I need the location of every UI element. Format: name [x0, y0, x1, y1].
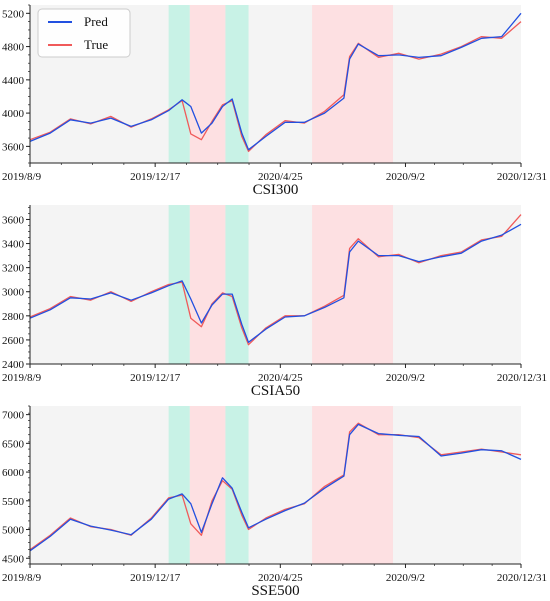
- panel-csi300: 3600 4000 4400 4800 5200 2019/8/9 2019/12/17 20…: [2, 4, 547, 198]
- sse500-y-tick-label: 5500: [2, 496, 25, 508]
- sse500-shaded-band-1: [168, 406, 190, 564]
- legend: Pred True: [37, 8, 131, 58]
- csia50-y-tick-label: 2400: [2, 359, 25, 371]
- csi300-x-tick-label: 2019/8/9: [2, 171, 42, 183]
- sse500-x-tick-label: 2020/12/31: [497, 572, 547, 584]
- csi300-x-tick-label: 2020/4/25: [258, 171, 303, 183]
- sse500-plot-background: [30, 406, 521, 564]
- csi300-shaded-band-3: [225, 5, 249, 163]
- sse500-y-tick-label: 4500: [2, 553, 25, 565]
- sse500-x-tick-label: 2020/4/25: [258, 572, 303, 584]
- csi300-y-tick-label: 4000: [2, 108, 25, 120]
- csi300-shaded-band-1: [168, 5, 190, 163]
- csi300-y-tick-label: 4400: [2, 75, 25, 87]
- csia50-y-tick-label: 3600: [2, 214, 25, 226]
- csia50-y-tick-label: 3400: [2, 239, 25, 251]
- csi300-shaded-band-4: [312, 5, 393, 163]
- csia50-x-tick-label: 2020/9/2: [386, 372, 425, 384]
- csia50-shaded-band-3: [225, 205, 249, 364]
- csia50-series-pred-line: [29, 223, 522, 343]
- csi300-series-pred-line: [29, 12, 522, 151]
- csia50-shaded-band-4: [312, 205, 393, 364]
- sse500-series-pred-line: [29, 423, 522, 552]
- csia50-x-tick-label: 2019/12/17: [130, 372, 181, 384]
- csia50-y-tick-label: 2800: [2, 311, 25, 323]
- sse500-x-tick-label: 2019/8/9: [2, 572, 42, 584]
- csi300-x-tick-label: 2020/12/31: [497, 171, 547, 183]
- panel-sse500: 4500 5000 5500 6000 6500 7000 2019/8/9 2019/12/…: [2, 405, 547, 599]
- csia50-y-tick-label: 2600: [2, 335, 25, 347]
- panel-csia50: 2400 2600 2800 3000 3200 3400 3600 2019/8/9 2019…: [2, 205, 547, 399]
- sse500-y-tick-label: 7000: [2, 410, 25, 422]
- csi300-x-tick-label: 2019/12/17: [130, 171, 181, 183]
- csia50-y-tick-label: 3000: [2, 287, 25, 299]
- legend-label-pred: Pred: [84, 14, 108, 29]
- sse500-y-tick-label: 5000: [2, 525, 25, 537]
- csia50-shaded-band-2: [189, 205, 226, 364]
- csia50-y-tick-label: 3200: [2, 263, 25, 275]
- csi300-y-tick-label: 5200: [2, 8, 25, 20]
- sse500-shaded-band-3: [225, 406, 249, 564]
- csia50-shaded-band-1: [168, 205, 190, 364]
- csi300-panel-title: CSI300: [253, 182, 299, 198]
- csi300-x-tick-label: 2020/9/2: [386, 171, 425, 183]
- sse500-shaded-band-4: [312, 406, 393, 564]
- sse500-x-tick-label: 2019/12/17: [130, 572, 181, 584]
- sse500-y-tick-label: 6000: [2, 467, 25, 479]
- csia50-plot-background: [30, 205, 521, 364]
- csi300-shaded-band-2: [189, 5, 226, 163]
- legend-label-true: True: [84, 37, 108, 52]
- sse500-x-tick-label: 2020/9/2: [386, 572, 425, 584]
- sse500-y-tick-label: 6500: [2, 438, 25, 450]
- sse500-panel-title: SSE500: [251, 583, 299, 599]
- csi300-y-tick-label: 4800: [2, 42, 25, 54]
- csi300-series-true-line: [29, 21, 522, 153]
- csia50-x-tick-label: 2020/4/25: [258, 372, 303, 384]
- csia50-x-tick-label: 2020/12/31: [497, 372, 547, 384]
- csia50-panel-title: CSIA50: [251, 383, 300, 399]
- csi300-y-tick-label: 3600: [2, 141, 25, 153]
- csia50-series-true-line: [29, 214, 522, 346]
- csia50-x-tick-label: 2019/8/9: [2, 372, 42, 384]
